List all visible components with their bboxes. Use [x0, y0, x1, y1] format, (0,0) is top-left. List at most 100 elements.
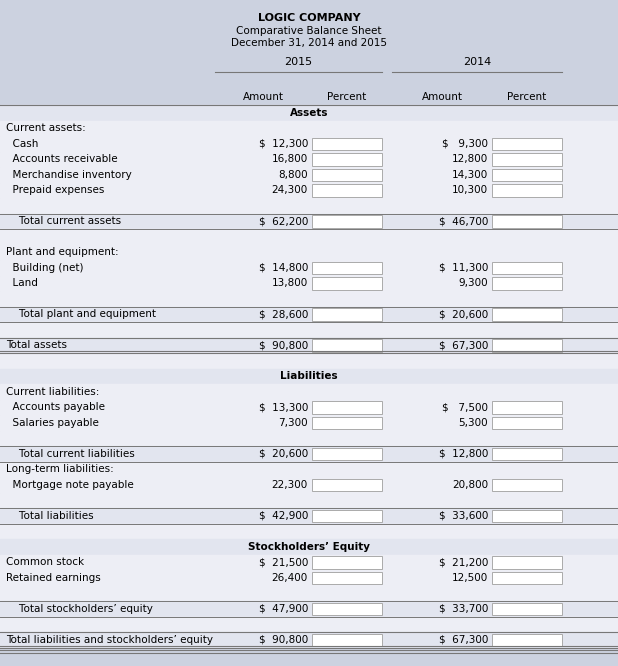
Bar: [0, 0, 618, 88]
Text: Liabilities: Liabilities: [280, 371, 338, 381]
Bar: [0, 492, 618, 508]
Bar: [492, 262, 562, 274]
Text: $  21,500: $ 21,500: [258, 557, 308, 567]
Bar: [0, 198, 618, 214]
Bar: [0, 632, 618, 647]
Bar: [0, 322, 618, 338]
Text: Mortgage note payable: Mortgage note payable: [6, 480, 133, 490]
Text: 2014: 2014: [463, 57, 491, 67]
Bar: [312, 215, 382, 228]
Text: 7,300: 7,300: [278, 418, 308, 428]
Bar: [312, 478, 382, 491]
Text: $  67,300: $ 67,300: [439, 340, 488, 350]
Bar: [312, 308, 382, 320]
Bar: [0, 523, 618, 539]
Bar: [0, 229, 618, 244]
Bar: [492, 633, 562, 646]
Bar: [0, 477, 618, 492]
Text: Amount: Amount: [243, 91, 284, 101]
Bar: [0, 276, 618, 291]
Bar: [0, 151, 618, 167]
Text: Building (net): Building (net): [6, 263, 83, 273]
Text: 13,800: 13,800: [272, 278, 308, 288]
Bar: [0, 430, 618, 446]
Text: Retained earnings: Retained earnings: [6, 573, 101, 583]
Bar: [312, 556, 382, 569]
Text: Accounts receivable: Accounts receivable: [6, 155, 117, 165]
Bar: [0, 400, 618, 415]
Bar: [492, 184, 562, 196]
Bar: [312, 153, 382, 165]
Text: $  20,600: $ 20,600: [439, 309, 488, 319]
Text: $  33,700: $ 33,700: [439, 604, 488, 614]
Text: $  20,600: $ 20,600: [259, 449, 308, 459]
Bar: [492, 556, 562, 569]
Bar: [0, 105, 618, 121]
Text: $  67,300: $ 67,300: [439, 635, 488, 645]
Bar: [312, 571, 382, 584]
Text: $  11,300: $ 11,300: [439, 263, 488, 273]
Bar: [492, 215, 562, 228]
Bar: [492, 571, 562, 584]
Text: $  13,300: $ 13,300: [258, 402, 308, 412]
Text: $  47,900: $ 47,900: [258, 604, 308, 614]
Bar: [492, 137, 562, 150]
Bar: [0, 415, 618, 430]
Text: 12,500: 12,500: [452, 573, 488, 583]
Text: 14,300: 14,300: [452, 170, 488, 180]
Bar: [312, 633, 382, 646]
Text: $  21,200: $ 21,200: [439, 557, 488, 567]
Text: Total liabilities: Total liabilities: [6, 511, 93, 521]
Text: Total assets: Total assets: [6, 340, 67, 350]
Text: Total current assets: Total current assets: [6, 216, 121, 226]
Bar: [492, 401, 562, 414]
Bar: [0, 291, 618, 306]
Bar: [492, 478, 562, 491]
Text: Merchandise inventory: Merchandise inventory: [6, 170, 132, 180]
Text: Comparative Balance Sheet: Comparative Balance Sheet: [236, 26, 382, 36]
Bar: [0, 446, 618, 462]
Bar: [0, 136, 618, 151]
Bar: [492, 308, 562, 320]
Text: 9,300: 9,300: [459, 278, 488, 288]
Bar: [492, 277, 562, 290]
Text: $  28,600: $ 28,600: [258, 309, 308, 319]
Bar: [0, 462, 618, 477]
Bar: [0, 121, 618, 136]
Text: Salaries payable: Salaries payable: [6, 418, 99, 428]
Bar: [0, 353, 618, 368]
Text: $  62,200: $ 62,200: [258, 216, 308, 226]
Bar: [492, 168, 562, 181]
Text: $  90,800: $ 90,800: [259, 340, 308, 350]
Text: Stockholders’ Equity: Stockholders’ Equity: [248, 541, 370, 551]
Text: Land: Land: [6, 278, 38, 288]
Text: Cash: Cash: [6, 139, 38, 149]
Bar: [492, 603, 562, 615]
Bar: [0, 368, 618, 384]
Text: Total liabilities and stockholders’ equity: Total liabilities and stockholders’ equi…: [6, 635, 213, 645]
Text: Common stock: Common stock: [6, 557, 84, 567]
Text: 22,300: 22,300: [272, 480, 308, 490]
Bar: [312, 262, 382, 274]
Bar: [492, 416, 562, 429]
Text: Assets: Assets: [290, 108, 328, 118]
Text: Total stockholders’ equity: Total stockholders’ equity: [6, 604, 153, 614]
Bar: [492, 153, 562, 165]
Bar: [312, 168, 382, 181]
Text: Plant and equipment:: Plant and equipment:: [6, 247, 119, 257]
Text: Percent: Percent: [507, 91, 547, 101]
Text: $  42,900: $ 42,900: [258, 511, 308, 521]
Text: 16,800: 16,800: [272, 155, 308, 165]
Text: $  90,800: $ 90,800: [259, 635, 308, 645]
Bar: [0, 617, 618, 632]
Text: Long-term liabilities:: Long-term liabilities:: [6, 464, 114, 474]
Bar: [0, 182, 618, 198]
Text: 12,800: 12,800: [452, 155, 488, 165]
Text: Total current liabilities: Total current liabilities: [6, 449, 135, 459]
Text: Accounts payable: Accounts payable: [6, 402, 105, 412]
Text: December 31, 2014 and 2015: December 31, 2014 and 2015: [231, 38, 387, 48]
Bar: [492, 509, 562, 522]
Bar: [0, 585, 618, 601]
Text: 10,300: 10,300: [452, 185, 488, 195]
Text: 20,800: 20,800: [452, 480, 488, 490]
